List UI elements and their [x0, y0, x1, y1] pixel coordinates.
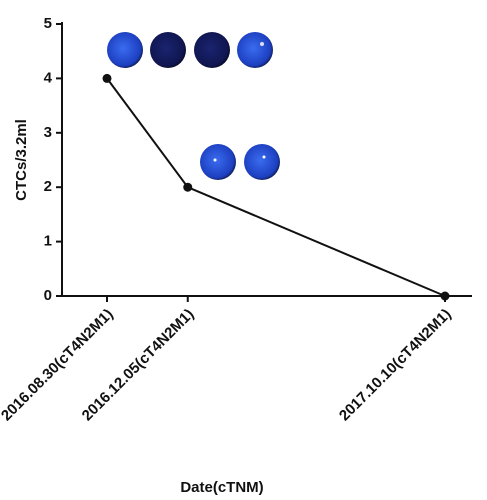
y-tick-label: 4 — [44, 69, 53, 86]
chart: CTCs/3.2ml Date(cTNM) 0123452016.08.30(c… — [0, 0, 487, 500]
x-tick-label: 2017.10.10(cT4N2M1) — [336, 306, 455, 425]
y-tick-label: 5 — [44, 15, 52, 32]
x-axis-title: Date(cTNM) — [180, 479, 263, 496]
line — [107, 78, 445, 296]
point — [103, 74, 112, 83]
y-axis-title: CTCs/3.2ml — [13, 119, 30, 201]
y-tick-label: 0 — [44, 287, 52, 304]
cell-images — [107, 32, 280, 180]
y-tick-label: 1 — [44, 233, 52, 250]
point — [441, 292, 450, 301]
point — [183, 183, 192, 192]
y-tick-label: 2 — [44, 178, 52, 195]
y-tick-label: 3 — [44, 124, 52, 141]
